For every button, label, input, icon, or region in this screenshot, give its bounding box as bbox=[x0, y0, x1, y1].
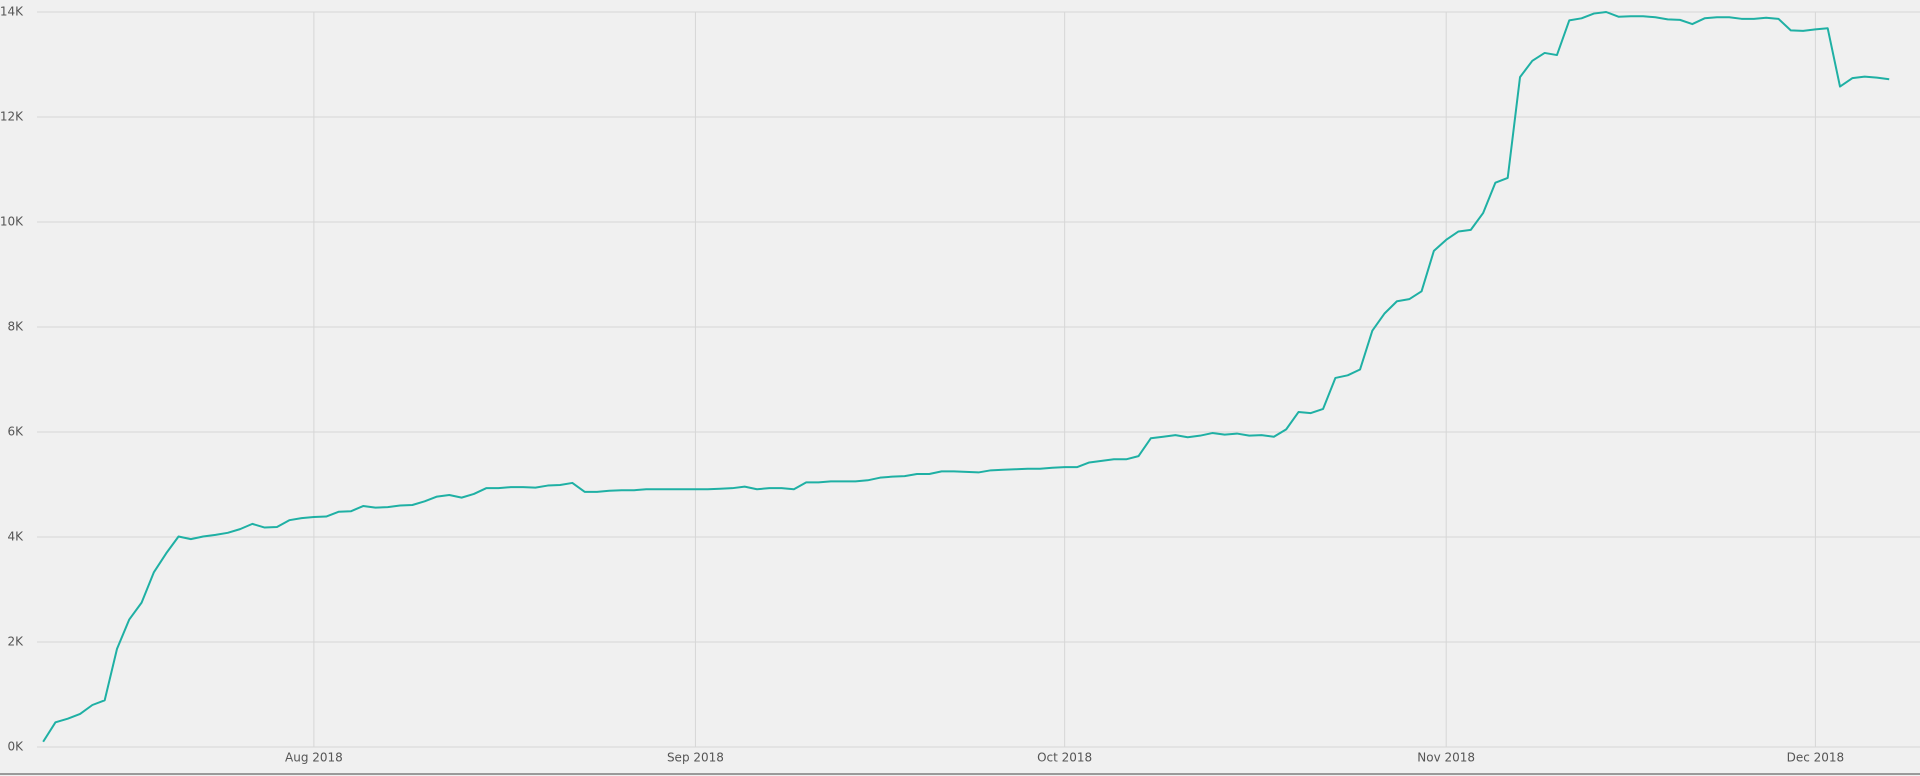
y-tick-label: 10K bbox=[0, 215, 24, 229]
y-tick-label: 14K bbox=[0, 5, 24, 19]
x-tick-label: Dec 2018 bbox=[1787, 751, 1845, 765]
x-tick-label: Oct 2018 bbox=[1037, 751, 1092, 765]
x-tick-label: Aug 2018 bbox=[285, 751, 343, 765]
y-tick-label: 4K bbox=[7, 530, 24, 544]
y-tick-label: 12K bbox=[0, 110, 24, 124]
y-tick-label: 8K bbox=[7, 320, 24, 334]
x-tick-label: Sep 2018 bbox=[667, 751, 724, 765]
x-tick-label: Nov 2018 bbox=[1417, 751, 1475, 765]
data-line bbox=[42, 11, 1890, 743]
y-tick-label: 2K bbox=[7, 635, 24, 649]
y-tick-label: 0K bbox=[7, 740, 24, 754]
y-tick-label: 6K bbox=[7, 425, 24, 439]
